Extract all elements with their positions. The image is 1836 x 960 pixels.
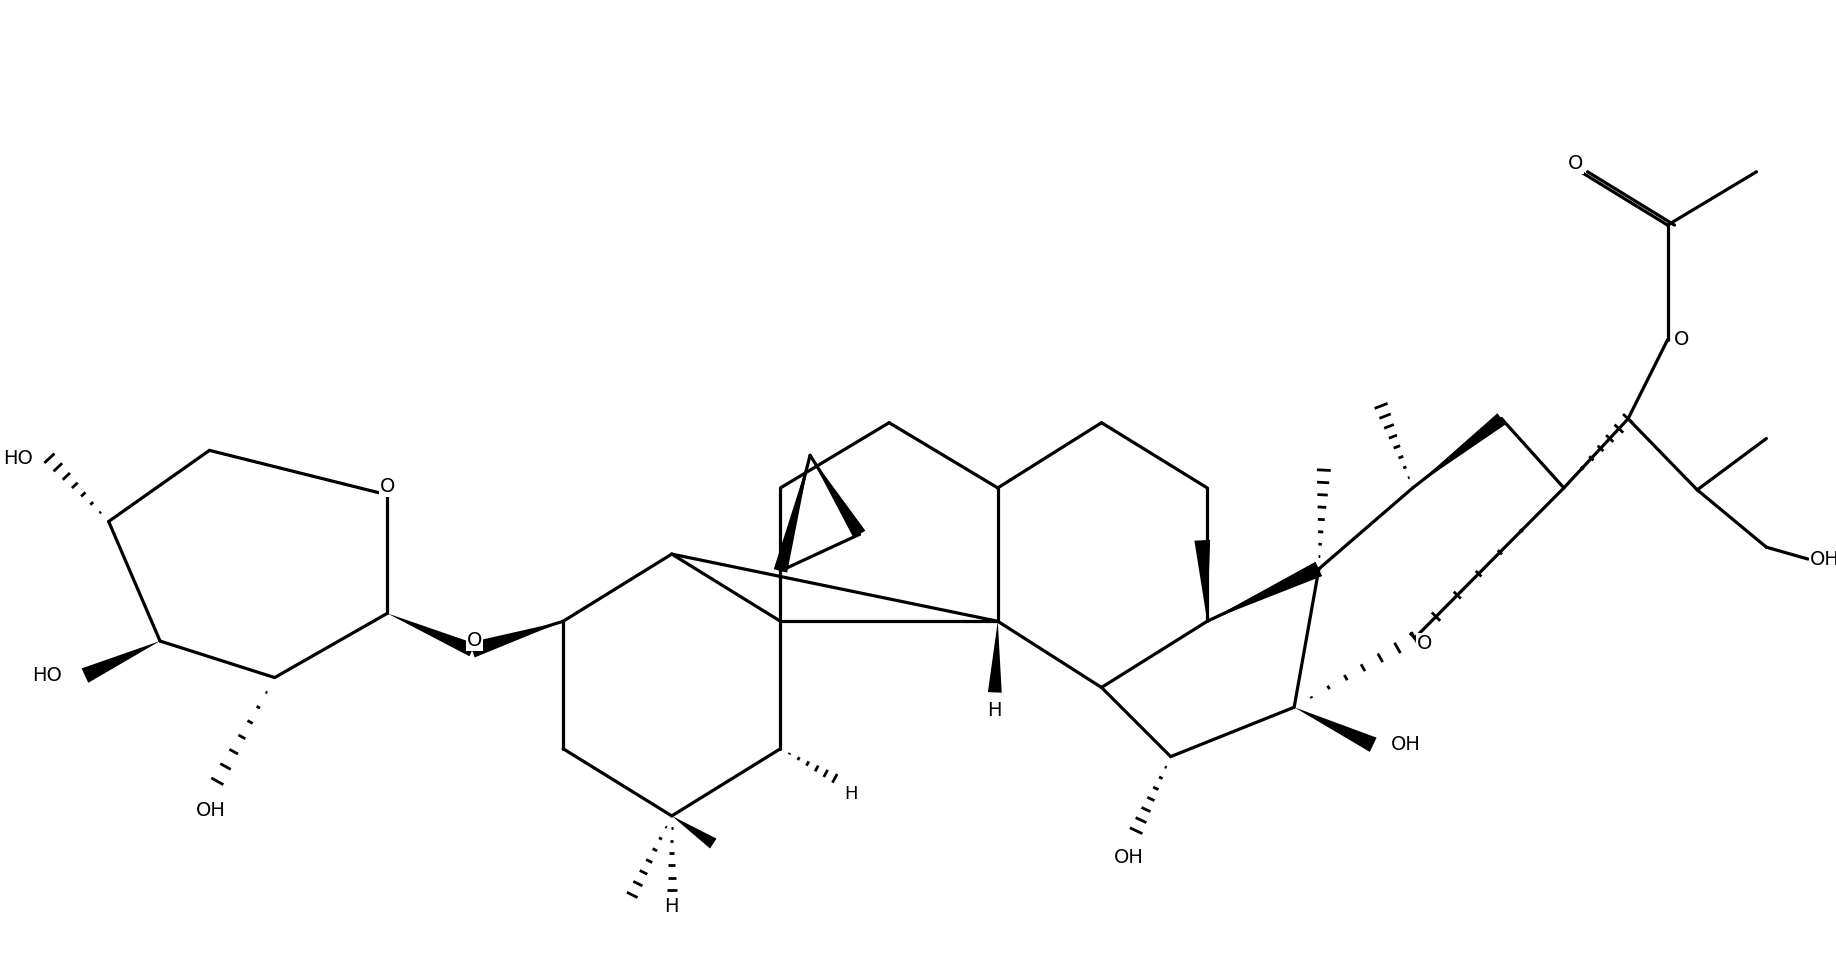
Text: H: H bbox=[845, 785, 857, 804]
Polygon shape bbox=[470, 621, 564, 658]
Text: HO: HO bbox=[33, 666, 62, 685]
Polygon shape bbox=[810, 455, 865, 538]
Polygon shape bbox=[387, 613, 476, 657]
Polygon shape bbox=[773, 455, 810, 572]
Polygon shape bbox=[988, 621, 1002, 693]
Text: HO: HO bbox=[2, 448, 33, 468]
Polygon shape bbox=[1412, 414, 1506, 488]
Text: O: O bbox=[466, 631, 481, 650]
Text: OH: OH bbox=[1114, 849, 1144, 868]
Text: H: H bbox=[988, 701, 1002, 720]
Text: H: H bbox=[665, 898, 679, 916]
Text: O: O bbox=[1568, 155, 1583, 174]
Polygon shape bbox=[672, 816, 716, 849]
Polygon shape bbox=[81, 641, 160, 683]
Polygon shape bbox=[1294, 708, 1377, 752]
Polygon shape bbox=[1208, 562, 1322, 621]
Polygon shape bbox=[1195, 540, 1210, 621]
Text: OH: OH bbox=[1810, 549, 1836, 568]
Text: O: O bbox=[1673, 330, 1689, 349]
Text: OH: OH bbox=[195, 801, 226, 820]
Text: O: O bbox=[1417, 634, 1432, 653]
Text: O: O bbox=[380, 477, 395, 496]
Text: OH: OH bbox=[1392, 735, 1421, 755]
